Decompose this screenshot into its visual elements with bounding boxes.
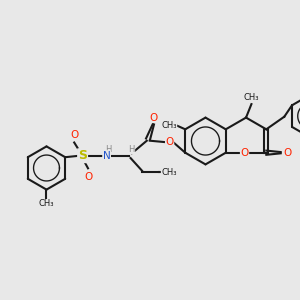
Text: CH₃: CH₃ xyxy=(161,121,177,130)
Text: O: O xyxy=(70,130,78,140)
Text: H: H xyxy=(129,145,135,154)
Text: CH₃: CH₃ xyxy=(161,168,177,177)
Text: S: S xyxy=(78,149,87,162)
Text: N: N xyxy=(103,151,110,161)
Text: O: O xyxy=(84,172,92,182)
Text: CH₃: CH₃ xyxy=(244,93,259,102)
Text: O: O xyxy=(166,137,174,147)
Text: CH₃: CH₃ xyxy=(39,200,54,208)
Text: O: O xyxy=(149,112,158,123)
Text: O: O xyxy=(283,148,291,158)
Text: H: H xyxy=(105,145,111,154)
Text: O: O xyxy=(240,148,249,158)
